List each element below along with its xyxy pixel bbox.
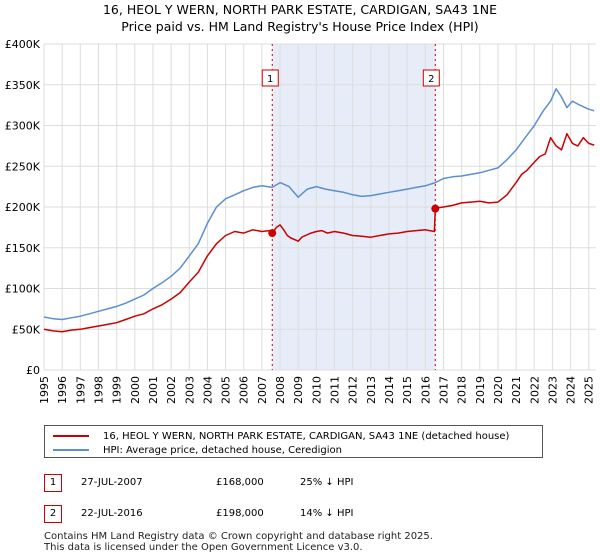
x-tick-label: 2001 — [147, 376, 160, 404]
sale-marker-label: 1 — [267, 74, 273, 85]
x-tick-label: 1999 — [111, 376, 124, 404]
chart-title-line2: Price paid vs. HM Land Registry's House … — [121, 19, 479, 34]
x-tick-label: 2003 — [183, 376, 196, 404]
x-tick-label: 2019 — [474, 376, 487, 404]
x-tick-label: 2021 — [510, 376, 523, 404]
sale-price: £168,000 — [216, 477, 264, 488]
sale-point — [268, 229, 277, 238]
y-tick-label: £200K — [5, 201, 41, 214]
y-tick-label: £50K — [12, 323, 41, 336]
sale-marker-lines-layer — [271, 44, 436, 370]
hpi-line — [43, 88, 595, 321]
x-tick-label: 2015 — [401, 376, 414, 404]
x-tick-label: 1995 — [38, 376, 51, 404]
x-tick-label: 2014 — [383, 376, 396, 404]
x-tick-label: 2005 — [220, 376, 233, 404]
x-tick-label: 1998 — [92, 376, 105, 404]
y-tick-label: £400K — [5, 38, 41, 51]
x-tick-label: 2016 — [419, 376, 432, 404]
legend-label-property: 16, HEOL Y WERN, NORTH PARK ESTATE, CARD… — [103, 430, 510, 442]
sale-hpi-diff: 14% ↓ HPI — [300, 508, 354, 519]
x-tick-label: 2022 — [528, 376, 541, 404]
footer-line2: This data is licensed under the Open Gov… — [44, 542, 363, 553]
x-tick-label: 2024 — [565, 376, 578, 404]
sale-number-badge: 1 — [44, 474, 62, 492]
x-tick-label: 2011 — [329, 376, 342, 404]
legend-entry-hpi: HPI: Average price, detached house, Cere… — [53, 443, 342, 457]
legend-entry-property: 16, HEOL Y WERN, NORTH PARK ESTATE, CARD… — [53, 429, 509, 443]
sale-date: 22-JUL-2016 — [81, 508, 143, 519]
x-tick-label: 2012 — [347, 376, 360, 404]
property-price-line — [43, 132, 595, 333]
x-tick-label: 2007 — [256, 376, 269, 404]
footer-line1: Contains HM Land Registry data © Crown c… — [44, 531, 433, 542]
x-tick-label: 2006 — [238, 376, 251, 404]
series-layer — [43, 88, 595, 333]
chart-title: 16, HEOL Y WERN, NORTH PARK ESTATE, CARD… — [0, 1, 600, 35]
x-tick-label: 2013 — [365, 376, 378, 404]
sale-hpi-diff: 25% ↓ HPI — [300, 477, 354, 488]
x-tick-label: 2009 — [292, 376, 305, 404]
sale-price: £198,000 — [216, 508, 264, 519]
legend-label-hpi: HPI: Average price, detached house, Cere… — [103, 444, 342, 456]
x-tick-label: 2000 — [129, 376, 142, 404]
x-tick-label: 1997 — [74, 376, 87, 404]
chart-legend: 16, HEOL Y WERN, NORTH PARK ESTATE, CARD… — [44, 425, 543, 458]
footer-attribution: Contains HM Land Registry data © Crown c… — [44, 531, 433, 553]
sale-points-layer — [268, 204, 440, 238]
y-tick-labels-layer: £0 £50K £100K £150K £200K £250K £300K £350K £400… — [5, 38, 41, 377]
sale-marker-label: 2 — [428, 74, 434, 85]
y-tick-label: £350K — [5, 79, 41, 92]
x-tick-label: 2002 — [165, 376, 178, 404]
sale-marker-box — [261, 69, 279, 87]
y-tick-label: £150K — [5, 242, 41, 255]
x-tick-label: 2004 — [201, 376, 214, 404]
x-tick-label: 1996 — [56, 376, 69, 404]
y-tick-label: £250K — [5, 160, 41, 173]
sale-date: 27-JUL-2007 — [81, 477, 143, 488]
legend-swatch-property — [53, 435, 89, 437]
x-tick-labels-layer: 1995 1996 1997 1998 1999 2000 2001 2002 2003 2004… — [38, 376, 596, 404]
sale-point — [431, 204, 440, 213]
x-tick-label: 2017 — [437, 376, 450, 404]
legend-swatch-hpi — [53, 449, 89, 451]
x-tick-label: 2010 — [310, 376, 323, 404]
x-tick-label: 2025 — [583, 376, 596, 404]
chart-title-line1: 16, HEOL Y WERN, NORTH PARK ESTATE, CARD… — [102, 2, 498, 17]
x-tick-label: 2008 — [274, 376, 287, 404]
sale-marker-box — [422, 69, 440, 87]
y-tick-label: £100K — [5, 283, 41, 296]
x-tick-label: 2018 — [456, 376, 469, 404]
x-tick-label: 2023 — [546, 376, 559, 404]
y-tick-label: £0 — [26, 364, 40, 377]
sale-number-badge: 2 — [44, 505, 62, 523]
x-tick-label: 2020 — [492, 376, 505, 404]
y-tick-label: £300K — [5, 120, 41, 133]
